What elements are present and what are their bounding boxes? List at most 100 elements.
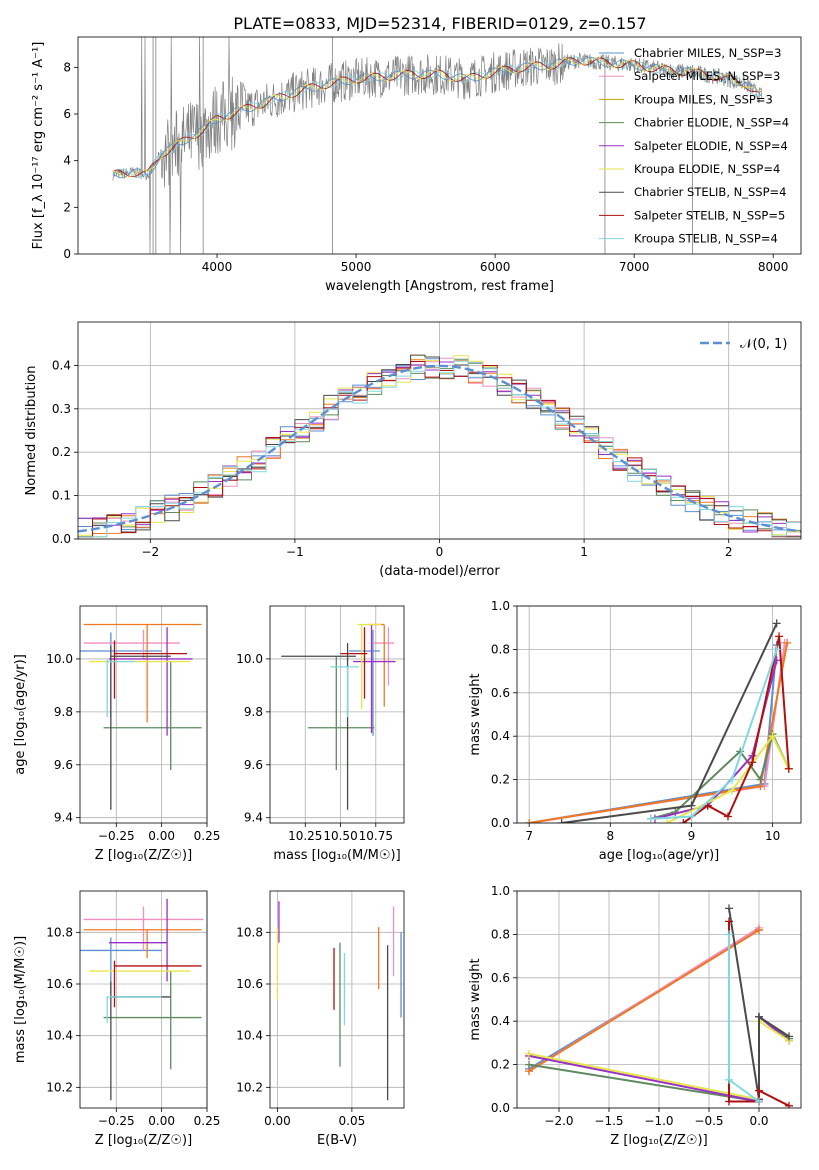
y-tick-label: 10.4 <box>46 1029 73 1043</box>
y-tick-label: 0.6 <box>491 971 510 985</box>
y-tick-label: 0.2 <box>52 445 71 459</box>
mass_vs_Z-marks <box>80 898 204 1101</box>
x-tick-label: −0.25 <box>98 829 135 843</box>
weight-marker <box>663 819 672 823</box>
x-tick-label: 10.25 <box>288 829 322 843</box>
y-tick-label: 4 <box>63 154 71 168</box>
y-tick-label: 10.6 <box>46 977 73 991</box>
weight-marker <box>525 1060 533 1069</box>
x-tick-label: −2.0 <box>544 1114 573 1128</box>
x-tick-label: 2 <box>725 545 733 559</box>
y-axis-label: mass weight <box>468 958 483 1040</box>
weight-marker <box>784 764 793 773</box>
residuals-marks <box>78 354 801 538</box>
y-tick-label: 0 <box>63 247 71 261</box>
data-point-c_elodie <box>103 661 202 771</box>
weight-marker <box>725 1097 733 1106</box>
legend-label: Chabrier MILES, N_SSP=3 <box>634 46 781 60</box>
y-axis-label: Flux [f_λ 10⁻¹⁷ erg cm⁻² s⁻¹ A⁻¹] <box>31 42 46 250</box>
y-tick-label: 0.8 <box>491 642 510 656</box>
weight-marker <box>783 638 792 647</box>
weight-marker <box>755 926 763 935</box>
x-tick-label: 0.05 <box>339 1114 366 1128</box>
x-tick-label: 10.50 <box>323 829 357 843</box>
legend-label: Kroupa STELIB, N_SSP=4 <box>634 232 778 246</box>
y-tick-label: 9.4 <box>54 811 73 825</box>
age_vs_mass-plot: 10.25 10.50 10.75 9.4 9.6 9.8 10.0 mass [log₁₀(… <box>236 605 405 863</box>
x-tick-label: 8000 <box>758 260 789 274</box>
x-tick-label: 9 <box>688 829 696 843</box>
y-tick-label: 9.6 <box>54 758 73 772</box>
y-tick-label: 10.0 <box>236 652 263 666</box>
x-tick-label: −1 <box>286 545 304 559</box>
x-tick-label: 0.0 <box>749 1114 768 1128</box>
y-axis-label: Normed distribution <box>24 366 39 496</box>
y-tick-label: 0.2 <box>491 773 510 787</box>
Z_weights-marks <box>525 904 793 1108</box>
weight-marker <box>557 819 566 823</box>
x-tick-label: 1 <box>580 545 588 559</box>
weight-marker <box>525 819 534 823</box>
data-point-s_elodie <box>353 624 396 734</box>
axes-frame <box>77 36 802 255</box>
y-tick-label: 0.0 <box>52 532 71 546</box>
y-tick-label: 6 <box>63 107 71 121</box>
weight-marker <box>646 814 655 823</box>
data-point-k_stelib <box>106 996 162 1023</box>
age_weights-marks <box>525 619 793 823</box>
x-axis-label: age [log₁₀(age/yr)] <box>599 848 720 863</box>
x-tick-label: −0.5 <box>694 1114 723 1128</box>
weight-marker <box>775 632 784 641</box>
y-tick-label: 0.8 <box>491 927 510 941</box>
x-tick-label: 0.00 <box>148 829 175 843</box>
weight-marker <box>772 619 781 628</box>
y-axis-label: mass [log₁₀(M/M☉)] <box>13 936 28 1063</box>
y-tick-label: 10.6 <box>236 977 263 991</box>
x-axis-label: (data-model)/error <box>379 564 500 579</box>
x-tick-label: 0.25 <box>194 829 221 843</box>
y-tick-label: 9.6 <box>244 758 263 772</box>
x-tick-label: 7000 <box>619 260 650 274</box>
weight-marker <box>525 1049 533 1058</box>
data-point-c_stelib <box>110 645 171 810</box>
weight-line-k_stelib <box>650 649 778 820</box>
x-tick-label: 0.00 <box>148 1114 175 1128</box>
y-tick-label: 10.0 <box>46 652 73 666</box>
model-spectrum-k_elodie <box>112 57 762 178</box>
weight-marker <box>687 801 696 810</box>
y-tick-label: 0.0 <box>491 816 510 830</box>
x-tick-label: −2 <box>141 545 159 559</box>
data-point-s_miles <box>371 627 395 686</box>
data-point-c_elodie <box>103 971 202 1070</box>
x-tick-label: 5000 <box>341 260 372 274</box>
x-tick-label: 0.00 <box>264 1114 291 1128</box>
data-point-s_stelib <box>340 627 368 699</box>
legend-label: Chabrier ELODIE, N_SSP=4 <box>634 116 789 130</box>
weight-marker <box>756 775 765 784</box>
weight-line-c_stelib <box>728 908 790 1100</box>
legend-label: Chabrier STELIB, N_SSP=4 <box>634 185 786 199</box>
x-tick-label: 10 <box>765 829 780 843</box>
y-tick-label: 10.2 <box>236 1080 263 1094</box>
weight-marker <box>785 1101 793 1108</box>
x-tick-label: 8 <box>606 829 614 843</box>
y-tick-label: 0.4 <box>491 1014 510 1028</box>
y-tick-label: 0.0 <box>491 1101 510 1115</box>
legend-label: 𝒩(0, 1) <box>740 337 787 352</box>
weight-line-s_stelib <box>682 636 790 823</box>
age_vs_Z-plot: −0.25 0.00 0.25 9.4 9.6 9.8 10.0 Z [log₁₀(Z/Z☉)… <box>13 605 221 863</box>
legend-label: Kroupa ELODIE, N_SSP=4 <box>634 162 780 176</box>
y-tick-label: 0.2 <box>491 1058 510 1072</box>
y-tick-label: 10.8 <box>236 925 263 939</box>
weight-marker <box>687 812 696 821</box>
weight-marker <box>725 917 733 926</box>
x-tick-label: 0.25 <box>194 1114 221 1128</box>
axes-frame <box>269 605 405 824</box>
y-tick-label: 8 <box>63 60 71 74</box>
y-tick-label: 0.6 <box>491 686 510 700</box>
figure-title: PLATE=0833, MJD=52314, FIBERID=0129, z=0… <box>233 14 646 33</box>
weight-marker <box>748 758 757 767</box>
y-tick-label: 2 <box>63 200 71 214</box>
x-tick-label: 4000 <box>202 260 233 274</box>
